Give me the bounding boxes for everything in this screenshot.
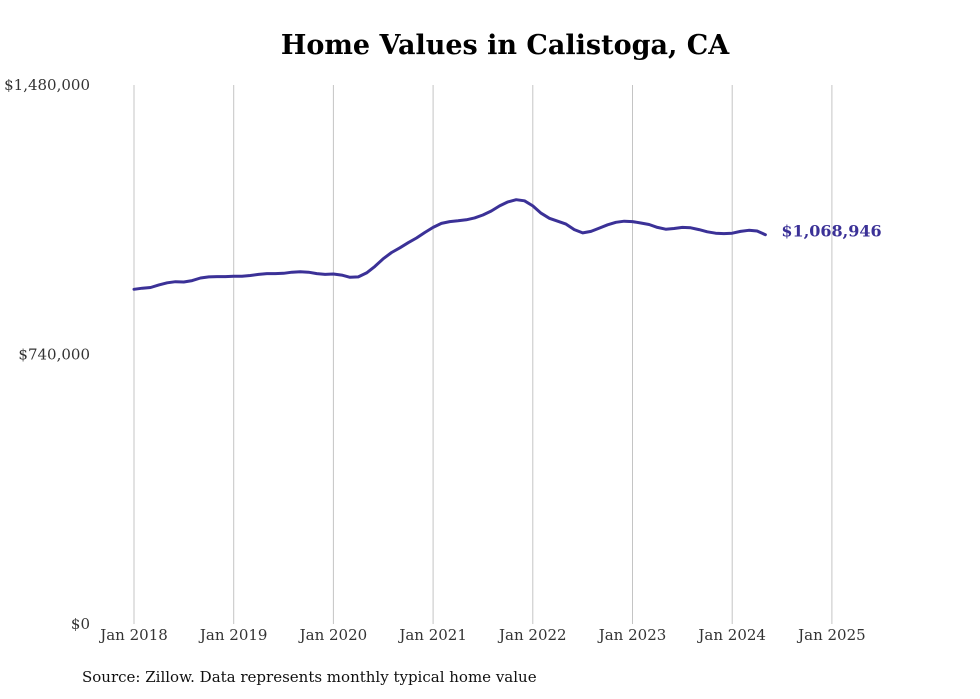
source-note: Source: Zillow. Data represents monthly … — [82, 668, 537, 686]
series-line — [132, 198, 767, 291]
gridlines — [133, 85, 833, 624]
y-tick-label: $0 — [71, 615, 90, 633]
x-tick-label: Jan 2023 — [597, 626, 667, 644]
x-tick-label: Jan 2019 — [198, 626, 268, 644]
y-axis-ticks: $0 $740,000 $1,480,000 — [4, 76, 90, 633]
x-axis-ticks: Jan 2018 Jan 2019 Jan 2020 Jan 2021 Jan 2022… — [98, 626, 865, 644]
x-tick-label: Jan 2024 — [696, 626, 766, 644]
series-end-label: $1,068,946 — [781, 222, 881, 241]
x-tick-label: Jan 2018 — [98, 626, 168, 644]
y-tick-label: $1,480,000 — [4, 76, 90, 94]
x-tick-label: Jan 2020 — [298, 626, 368, 644]
series-layer: $1,068,946 — [132, 198, 882, 291]
x-tick-label: Jan 2021 — [397, 626, 467, 644]
y-tick-label: $740,000 — [18, 346, 90, 364]
x-tick-label: Jan 2022 — [497, 626, 567, 644]
chart-title: Home Values in Calistoga, CA — [280, 30, 730, 61]
x-tick-label: Jan 2025 — [796, 626, 866, 644]
